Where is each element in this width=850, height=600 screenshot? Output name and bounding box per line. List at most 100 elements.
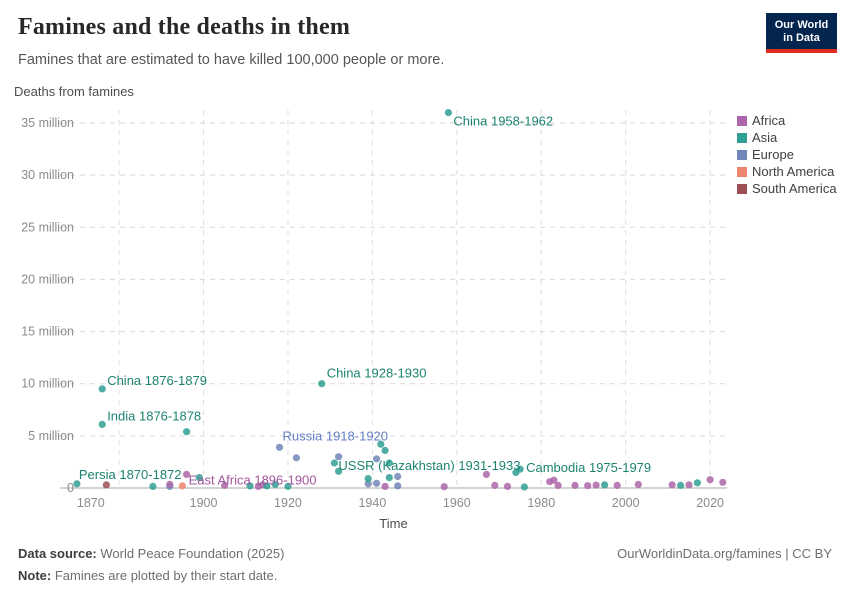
data-point[interactable]: China 1939-1940 [364, 475, 372, 483]
footer-link[interactable]: OurWorldinData.org/famines | CC BY [617, 546, 832, 561]
data-point[interactable]: Sudan 1984-1985 [554, 481, 562, 489]
data-point[interactable]: Lebanon 1915-1918 [263, 482, 271, 490]
y-tick-label: 15 million [21, 325, 74, 339]
point-annotation: China 1876-1879 [107, 373, 207, 388]
point-annotation: USSR (Kazakhstan) 1931-1933 [338, 458, 520, 473]
data-point[interactable]: Ruanda-Urundi 1943-1944 [381, 482, 389, 490]
data-point[interactable]: USSR (Kazakhstan) 1931-1933 [330, 459, 338, 467]
data-point[interactable]: Spain 1939-1942 [364, 480, 372, 488]
data-point[interactable]: Ethiopia (Wollo) 1972-1975 [503, 482, 512, 490]
footer-source-value: World Peace Foundation (2025) [96, 546, 285, 561]
data-point[interactable]: Sudan 1988 [571, 481, 579, 489]
data-point[interactable]: Tanzania (Maji Maji) 1905-1907 [221, 481, 229, 489]
x-tick-label: 1940 [358, 496, 386, 510]
data-point[interactable]: DR Congo 1998-2004 [613, 481, 621, 489]
y-tick-label: 10 million [21, 377, 74, 391]
legend-item-europe[interactable]: Europe [737, 146, 837, 163]
data-point[interactable]: Ethiopia 1888-1892 [166, 480, 174, 488]
legend-item-north-america[interactable]: North America [737, 163, 837, 180]
x-tick-label: 1900 [190, 496, 218, 510]
data-point[interactable]: Persia 1917-1919 [271, 480, 279, 488]
legend-label: Asia [752, 130, 778, 145]
point-annotation: China 1958-1962 [453, 114, 553, 129]
data-point[interactable]: Syria 2012-2016 [677, 481, 685, 489]
legend-swatch-icon [737, 132, 747, 143]
data-point[interactable]: East Africa 1896-1900 [183, 470, 191, 478]
data-point[interactable]: Ethiopia (Tigray) 2020-2022 [706, 476, 714, 484]
data-point[interactable]: Somalia 1991-1993 [584, 482, 592, 490]
point-annotation: China 1928-1930 [327, 366, 427, 381]
data-point[interactable]: USSR 1941-1944 [373, 455, 381, 463]
data-point[interactable]: China 1911-1912 [246, 482, 254, 490]
owid-logo[interactable]: Our World in Data [766, 13, 837, 53]
data-point[interactable]: Brazil 1877-1879 [102, 481, 110, 489]
data-point[interactable]: Angola 1993-1994 [592, 481, 600, 489]
y-tick-label: 0 [67, 481, 74, 495]
legend-item-south-america[interactable]: South America [737, 180, 837, 197]
data-point[interactable]: Persia 1870-1872 [73, 480, 81, 488]
data-point[interactable]: India 1896-1897 [183, 428, 191, 436]
chart-legend: Africa Asia Europe North America South Ameri… [737, 112, 837, 197]
x-tick-label: 1980 [527, 496, 555, 510]
data-point[interactable]: North Korea 1995-1998 [601, 481, 609, 489]
x-tick-label: 2000 [612, 496, 640, 510]
point-annotation: East Africa 1896-1900 [189, 472, 317, 487]
data-point[interactable]: South Sudan 2015-2017 [685, 481, 693, 489]
point-annotation: Persia 1870-1872 [79, 467, 182, 482]
x-axis-title: Time [379, 516, 407, 531]
legend-swatch-icon [737, 166, 747, 177]
legend-label: Europe [752, 147, 794, 162]
legend-swatch-icon [737, 115, 747, 126]
data-point[interactable]: India 1876-1878 [98, 420, 106, 428]
data-point[interactable]: Russia 1918-1920 [275, 443, 284, 451]
point-annotation: India 1876-1878 [107, 408, 201, 423]
owid-logo-line1: Our World [774, 19, 829, 31]
data-point[interactable]: Indonesia 1944-1945 [385, 459, 393, 467]
chart-subtitle: Famines that are estimated to have kille… [18, 52, 445, 68]
data-point[interactable]: China 1876-1879 [98, 385, 106, 393]
data-point[interactable]: Sahel 1969-1974 [491, 481, 499, 489]
y-tick-label: 35 million [21, 116, 74, 130]
footer-note-value: Famines are plotted by their start date. [51, 568, 278, 583]
data-point[interactable]: India 1888-1889 [149, 482, 157, 490]
footer-note-label: Note: [18, 568, 52, 583]
footer-source-label: Data source: [18, 546, 97, 561]
data-point[interactable]: China 1958-1962 [444, 109, 452, 117]
data-point[interactable]: East Timor 1975-1979 [520, 483, 529, 491]
data-point[interactable]: Nigeria (Biafra) 1967-1970 [482, 470, 490, 478]
data-point[interactable]: India 1899-1900 [195, 474, 203, 482]
data-point[interactable]: Ethiopia 1957-1958 [440, 483, 448, 491]
footer-note: Note: Famines are plotted by their start… [18, 568, 832, 583]
point-annotation: Cambodia 1975-1979 [526, 460, 651, 475]
data-point[interactable]: China 1928-1930 [318, 380, 326, 388]
legend-label: Africa [752, 113, 786, 128]
data-point[interactable]: Somalia 2010-2012 [668, 481, 676, 489]
data-point[interactable]: USSR (Ukraine) 1932-1933 [335, 453, 343, 461]
data-point[interactable]: China 1942-1943 [377, 440, 385, 448]
data-point[interactable]: Greece 1941-1943 [373, 479, 381, 487]
data-point[interactable]: Cuba 1895-1898 [178, 482, 186, 490]
data-point[interactable]: Sudan 2023-2025 [719, 478, 727, 486]
data-point[interactable]: China 1932-1934 [335, 467, 343, 475]
y-tick-label: 25 million [21, 220, 74, 234]
data-point[interactable]: Germany 1946-1948 [394, 482, 402, 490]
owid-logo-line2: in Data [783, 32, 820, 44]
legend-item-africa[interactable]: Africa [737, 112, 837, 129]
data-point[interactable]: Soviet Union 1946-1947 [394, 472, 402, 481]
y-tick-label: 20 million [21, 272, 74, 286]
data-point[interactable]: Sudan (Darfur) 2003-2005 [634, 480, 642, 488]
x-tick-label: 1870 [77, 496, 105, 510]
legend-label: North America [752, 164, 835, 179]
data-point[interactable]: Russia 1921-1922 [292, 454, 300, 462]
data-point[interactable]: Vietnam 1944-1945 [385, 474, 393, 482]
data-point[interactable]: Ethiopia 1983-1985 [550, 476, 558, 484]
data-point[interactable]: Cambodia 1975-1979 [516, 465, 524, 473]
legend-item-asia[interactable]: Asia [737, 129, 837, 146]
data-point[interactable]: India 1943-1944 [381, 446, 389, 455]
data-point[interactable]: China 1920-1921 [284, 482, 292, 490]
legend-label: South America [752, 181, 837, 196]
y-axis-title: Deaths from famines [14, 84, 134, 99]
y-tick-label: 30 million [21, 168, 74, 182]
